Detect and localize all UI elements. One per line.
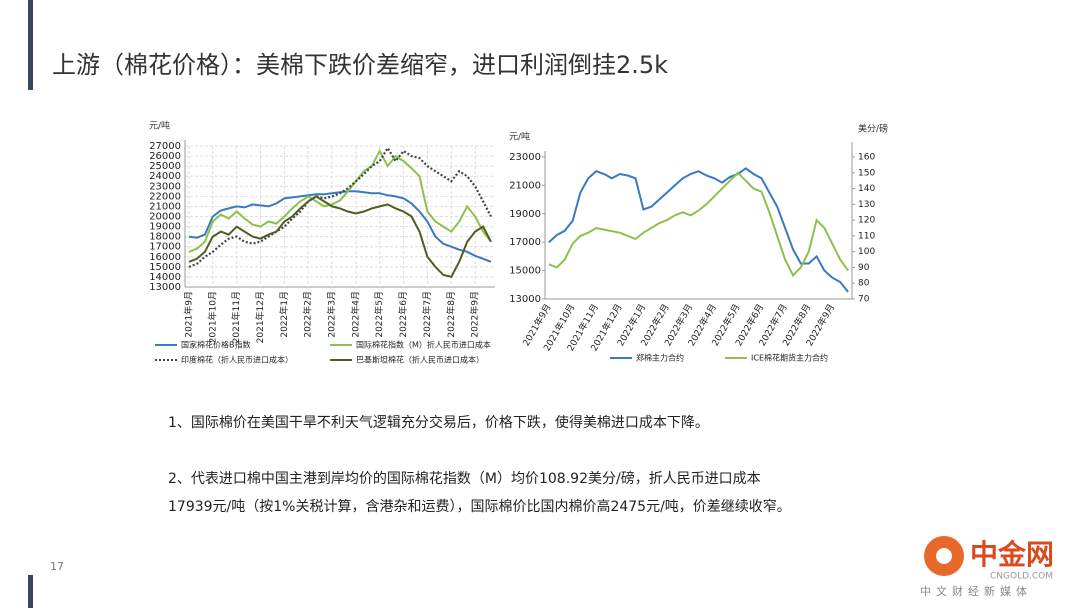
y-tick-label: 19000	[509, 209, 541, 220]
logo	[936, 548, 952, 564]
y-tick-label: 27000	[149, 141, 181, 152]
y-tick-label: 22000	[149, 191, 181, 202]
y-tick-label: 15000	[149, 262, 181, 273]
y-tick-label: 26000	[149, 151, 181, 162]
series-line	[188, 145, 492, 268]
x-tick-label: 2022年6月	[397, 291, 409, 338]
y-tick-label: 15000	[509, 266, 541, 277]
y-tick-label: 14000	[149, 272, 181, 283]
y-tick-label: 24000	[149, 171, 181, 182]
legend-label: 印度棉花（折人民币进口成本）	[181, 355, 293, 365]
y2-tick-label: 70	[858, 295, 870, 305]
accent-bar	[28, 0, 33, 90]
watermark-site: CNGOLD.COM	[990, 572, 1053, 582]
y-tick-label: 20000	[149, 212, 181, 223]
x-tick-label: 2021年10月	[206, 291, 218, 343]
y-tick-label: 13000	[149, 282, 181, 293]
series-line	[548, 167, 849, 293]
y2-tick-label: 140	[858, 184, 875, 194]
note-text: 2、代表进口棉中国主港到岸均价的国际棉花指数（M）均价108.92美分/磅，折人…	[168, 470, 761, 487]
y-tick-label: 17000	[509, 237, 541, 248]
x-tick-label: 2021年9月	[182, 291, 194, 338]
y-axis-label: 元/吨	[149, 120, 170, 132]
legend-label: 郑棉主力合约	[636, 353, 684, 363]
y-tick-label: 18000	[149, 232, 181, 243]
x-tick-label: 2022年1月	[278, 291, 290, 338]
y2-tick-label: 90	[858, 263, 870, 273]
x-tick-label: 2022年4月	[349, 291, 361, 338]
x-tick-label: 2022年8月	[445, 291, 457, 338]
y2-tick-label: 150	[858, 168, 875, 178]
y-tick-label: 25000	[149, 161, 181, 172]
legend-label: 国家棉花价格B指数	[181, 340, 251, 350]
legend-label: ICE棉花期货主力合约	[751, 353, 828, 363]
y2-tick-label: 100	[858, 247, 875, 257]
x-tick-label: 2021年12月	[254, 291, 266, 343]
series-line	[188, 195, 492, 279]
y-tick-label: 23000	[149, 181, 181, 192]
y-tick-label: 21000	[509, 180, 541, 191]
series-line	[188, 148, 492, 253]
y2-axis-label: 美分/磅	[858, 123, 888, 135]
y-tick-label: 23000	[509, 152, 541, 163]
y-axis-label: 元/吨	[509, 131, 530, 143]
note-text: 17939元/吨（按1%关税计算，含港杂和运费），国际棉价比国内棉价高2475元…	[168, 498, 791, 515]
x-tick-label: 2022年5月	[373, 291, 385, 338]
y2-tick-label: 80	[858, 279, 870, 289]
note-text: 1、国际棉价在美国干旱不利天气逻辑充分交易后，价格下跌，使得美棉进口成本下降。	[168, 414, 709, 431]
legend-label: 巴基斯坦棉花（折人民币进口成本）	[356, 355, 484, 365]
watermark-slogan: 中文财经新媒体	[920, 584, 1032, 598]
legend-label: 国际棉花指数（M）折人民币进口成本	[356, 340, 491, 350]
y-tick-label: 16000	[149, 252, 181, 263]
y2-tick-label: 110	[858, 231, 875, 241]
y2-tick-label: 120	[858, 216, 875, 226]
x-tick-label: 2022年3月	[326, 291, 338, 338]
y2-tick-label: 160	[858, 153, 875, 163]
accent-bar	[28, 575, 33, 608]
x-tick-label: 2022年9月	[469, 291, 481, 338]
y-tick-label: 19000	[149, 222, 181, 233]
y2-tick-label: 130	[858, 200, 875, 210]
x-tick-label: 2022年2月	[302, 291, 314, 338]
series-line	[548, 171, 849, 277]
page-number: 17	[50, 560, 64, 573]
x-tick-label: 2021年11月	[230, 291, 242, 343]
watermark-brand: 中金网	[970, 538, 1054, 571]
y-tick-label: 17000	[149, 242, 181, 253]
slide-title: 上游（棉花价格）：美棉下跌价差缩窄，进口利润倒挂2.5k	[52, 51, 668, 79]
x-tick-label: 2022年7月	[421, 291, 433, 338]
y-tick-label: 13000	[509, 294, 541, 305]
y-tick-label: 21000	[149, 201, 181, 212]
